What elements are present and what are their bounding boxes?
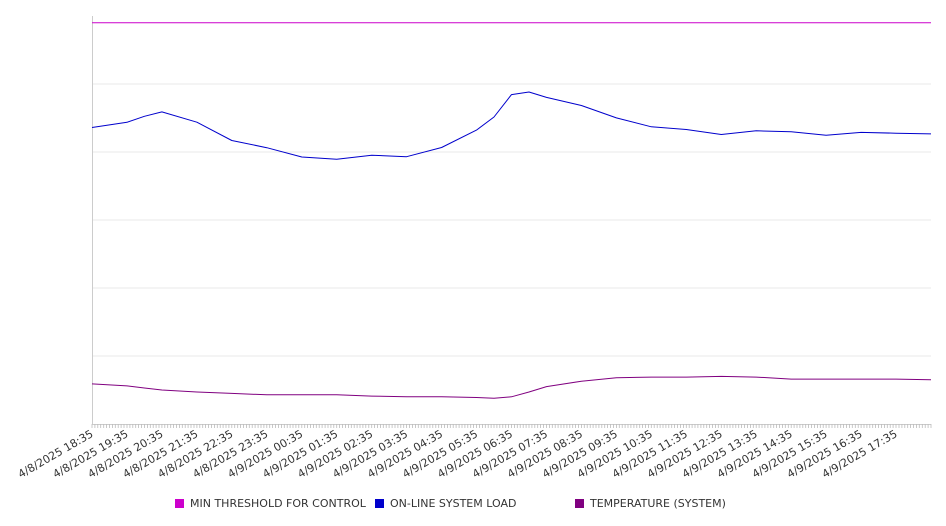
legend-swatch-threshold (175, 499, 184, 508)
axes (91, 16, 932, 428)
legend-swatch-temperature (575, 499, 584, 508)
series-lines (91, 22, 932, 399)
series-line-2 (91, 375, 932, 399)
x-tick-labels: 4/8/2025 18:354/8/2025 19:354/8/2025 20:… (16, 427, 900, 481)
legend-label-temperature: TEMPERATURE (SYSTEM) (590, 497, 726, 510)
legend-item-threshold: MIN THRESHOLD FOR CONTROL (175, 497, 366, 510)
legend-swatch-system-load (375, 499, 384, 508)
legend-label-threshold: MIN THRESHOLD FOR CONTROL (190, 497, 366, 510)
grid-lines (92, 83, 931, 357)
legend: MIN THRESHOLD FOR CONTROL ON-LINE SYSTEM… (0, 497, 946, 515)
legend-item-system-load: ON-LINE SYSTEM LOAD (375, 497, 516, 510)
legend-label-system-load: ON-LINE SYSTEM LOAD (390, 497, 517, 510)
series-line-1 (91, 91, 932, 160)
legend-item-temperature: TEMPERATURE (SYSTEM) (575, 497, 726, 510)
